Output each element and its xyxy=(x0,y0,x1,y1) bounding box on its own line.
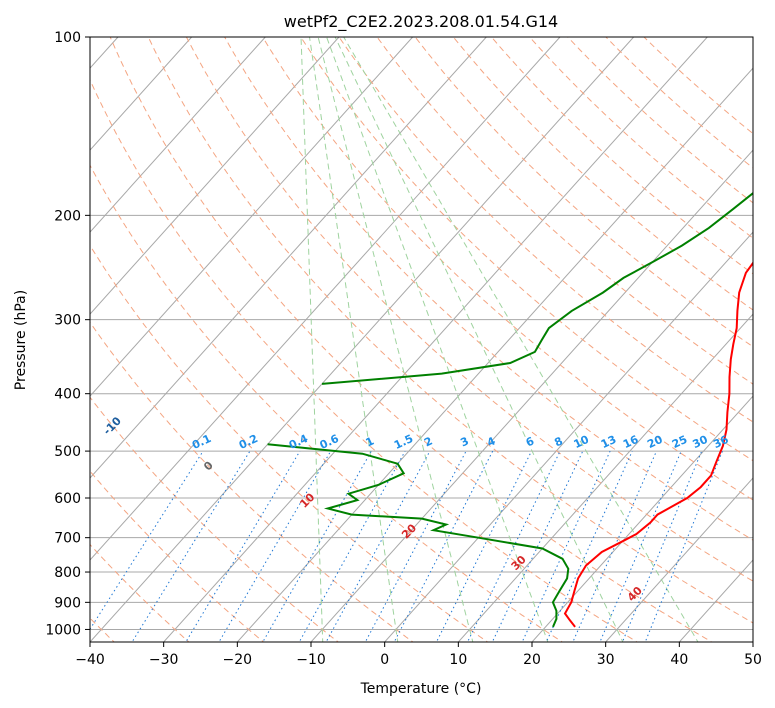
isotherm-lines xyxy=(90,37,753,642)
series-line-1 xyxy=(267,443,570,628)
mixing-ratio-label: 0.1 xyxy=(190,432,213,452)
y-tick-label: 500 xyxy=(54,444,81,460)
mixing-ratio-label: 25 xyxy=(670,433,689,451)
y-tick-label: 800 xyxy=(54,565,81,581)
series-line-2 xyxy=(321,191,753,385)
plot-frame xyxy=(89,36,754,643)
mixing-ratio-label: 30 xyxy=(691,433,711,451)
dry-adiabat-label: 0 xyxy=(201,458,216,473)
mixing-ratio-label: 16 xyxy=(621,433,641,451)
x-tick-label: −30 xyxy=(149,652,179,668)
moist-adiabat-lines xyxy=(300,37,699,642)
isobar-lines xyxy=(90,37,753,630)
x-tick-label: 20 xyxy=(523,652,541,668)
y-tick-label: 300 xyxy=(54,313,81,329)
dry-adiabat-lines xyxy=(90,37,753,642)
x-tick-label: −10 xyxy=(296,652,326,668)
mixing-ratio-label: 2 xyxy=(422,434,434,449)
y-tick-label: 200 xyxy=(54,208,81,224)
x-axis-label: Temperature (°C) xyxy=(360,681,482,697)
mixing-ratio-label: 36 xyxy=(711,433,731,451)
mixing-ratio-labels: 0.1 0.2 0.4 0.6 1 1.5 2 3 4 6 8 10 13 16 20 25 30 36 xyxy=(190,432,731,452)
mixing-ratio-lines xyxy=(90,450,723,642)
y-tick-label: 600 xyxy=(54,491,81,507)
mixing-ratio-label: 10 xyxy=(572,433,592,451)
x-tick-label: 10 xyxy=(449,652,467,668)
dry-adiabat-label: -10 xyxy=(101,414,124,437)
chart-title: wetPf2_C2E2.2023.208.01.54.G14 xyxy=(284,12,558,32)
x-tick-label: −40 xyxy=(75,652,105,668)
mixing-ratio-label: 8 xyxy=(552,434,564,449)
x-tick-label: 50 xyxy=(744,652,762,668)
x-tick-label: 30 xyxy=(597,652,615,668)
mixing-ratio-label: 13 xyxy=(599,433,618,451)
mixing-ratio-label: 3 xyxy=(458,434,470,449)
y-tick-label: 1000 xyxy=(45,622,81,638)
y-tick-label: 400 xyxy=(54,387,81,403)
series-line-0 xyxy=(563,261,753,628)
mixing-ratio-label: 6 xyxy=(524,434,537,449)
x-tick-label: 40 xyxy=(670,652,688,668)
y-tick-label: 900 xyxy=(54,595,81,611)
x-tick-label: −20 xyxy=(223,652,253,668)
sounding-series xyxy=(267,191,753,628)
x-tick-label: 0 xyxy=(380,652,389,668)
mixing-ratio-label: 20 xyxy=(645,433,665,451)
y-tick-label: 100 xyxy=(54,30,81,46)
mixing-ratio-label: 1 xyxy=(364,434,376,449)
mixing-ratio-label: 0.2 xyxy=(237,432,260,452)
mixing-ratio-label: 1.5 xyxy=(392,432,415,452)
y-tick-label: 700 xyxy=(54,531,81,547)
y-axis-label: Pressure (hPa) xyxy=(13,290,29,390)
